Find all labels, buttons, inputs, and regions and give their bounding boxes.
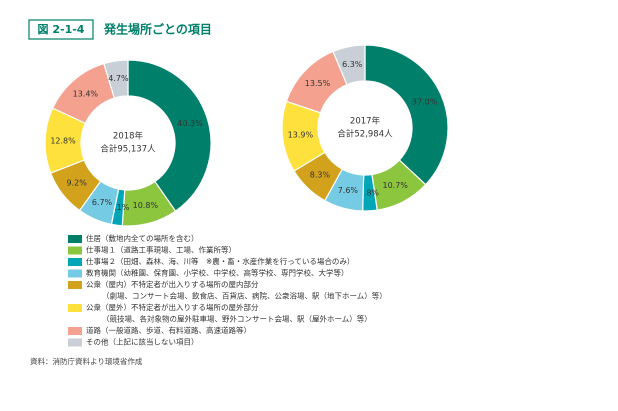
value-label: 2.1%: [109, 203, 130, 212]
legend-swatch: [68, 235, 82, 243]
year-label: 2017年: [350, 116, 381, 127]
value-label: 40.3%: [177, 119, 203, 128]
legend-swatch: [68, 258, 82, 266]
value-label: 13.5%: [305, 79, 331, 88]
legend-swatch: [68, 269, 82, 278]
value-label: 10.8%: [133, 201, 159, 210]
legend-label: 公衆（屋内）不特定者が出入りする場所の屋内部分: [86, 279, 259, 289]
legend-note: （劇場、コンサート会場、飲食店、百貨店、病院、公衆浴場、駅（地下ホーム）等）: [102, 291, 387, 301]
figure-label: 図 2-1-4: [38, 22, 85, 36]
legend-label: 仕事場１（道路工事現場、工場、作業所等）: [86, 245, 236, 255]
value-label: 6.3%: [342, 60, 363, 69]
total-label: 合計95,137人: [100, 144, 156, 155]
value-label: 12.8%: [50, 136, 76, 145]
legend-label: 仕事場２（田畑、森林、海、川等 ※農・畜・水産作業を行っている場合のみ）: [86, 256, 354, 266]
value-label: 13.4%: [73, 89, 99, 98]
value-label: 37.0%: [412, 98, 438, 107]
slice: [127, 59, 212, 212]
value-label: 13.9%: [288, 131, 314, 140]
legend-note: （競技場、各対象物の屋外駐車場、野外コンサート会場、駅（屋外ホーム）等）: [102, 314, 372, 324]
slice: [103, 59, 129, 99]
legend-label: 公衆（屋外）不特定者が出入りする場所の屋外部分: [86, 302, 259, 312]
legend-swatch: [68, 304, 82, 312]
legend-label: その他（上記に該当しない項目）: [86, 337, 199, 347]
value-label: 9.2%: [66, 178, 87, 187]
year-label: 2018年: [113, 131, 144, 142]
value-label: 7.6%: [338, 186, 359, 195]
legend-swatch: [68, 246, 82, 255]
value-label: 2.8%: [359, 188, 380, 197]
value-label: 8.3%: [310, 170, 331, 179]
source: 資料：消防庁資料より環境省作成: [30, 356, 143, 366]
legend-swatch: [68, 281, 82, 289]
title: 発生場所ごとの項目: [103, 22, 212, 37]
legend-label: 住居（敷地内全ての場所を含む）: [86, 233, 199, 243]
value-label: 10.7%: [382, 181, 408, 190]
legend-label: 道路（一般道路、歩道、有料道路、高速道路等）: [86, 325, 251, 335]
slice: [332, 44, 366, 86]
value-label: 4.7%: [108, 74, 129, 83]
total-label: 合計52,984人: [337, 129, 393, 140]
value-label: 6.7%: [92, 198, 113, 207]
legend-swatch: [68, 327, 82, 335]
label-box: [28, 19, 94, 40]
slice: [364, 44, 449, 186]
legend-swatch: [68, 338, 82, 347]
legend-label: 教育機関（幼稚園、保育園、小学校、中学校、高等学校、専門学校、大学等）: [86, 268, 349, 278]
